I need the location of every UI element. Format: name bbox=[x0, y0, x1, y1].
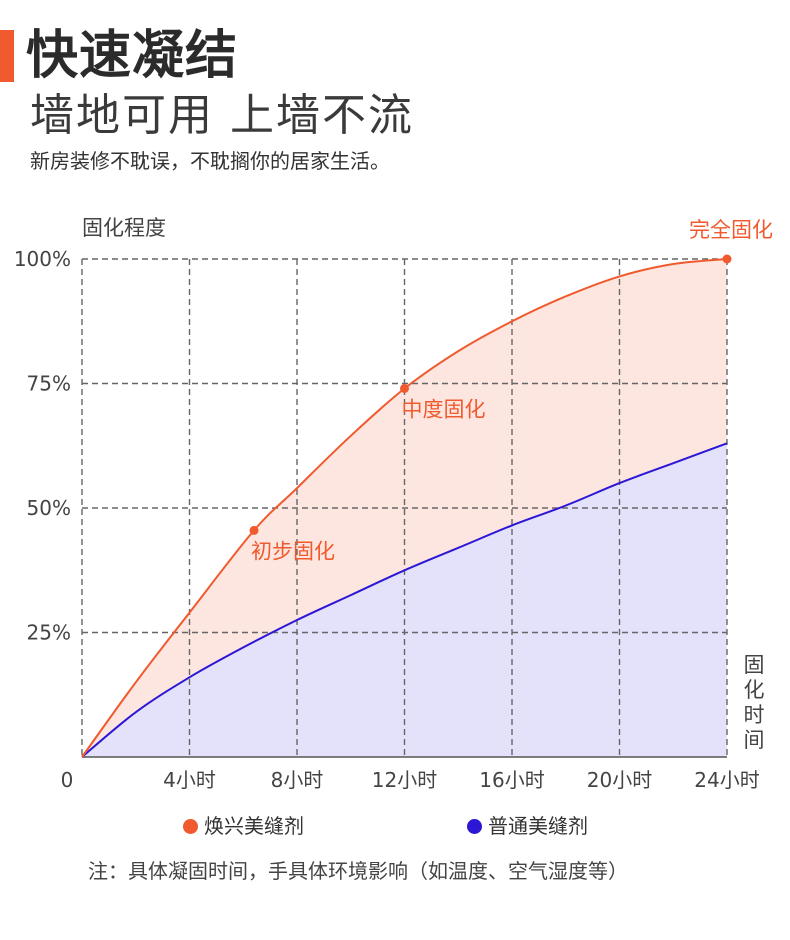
annotation-point-0 bbox=[249, 525, 259, 535]
x-tick-label-2: 12小时 bbox=[372, 768, 437, 792]
legend-item-fast: 焕兴美缝剂 bbox=[183, 811, 304, 841]
x-tick-label-5: 24小时 bbox=[694, 768, 759, 792]
page-title: 快速凝结 bbox=[26, 26, 239, 86]
page-subtitle: 墙地可用 上墙不流 bbox=[30, 90, 414, 141]
annotation-point-2 bbox=[722, 254, 732, 264]
legend-dot-fast bbox=[183, 818, 198, 834]
y-tick-label-1: 50% bbox=[27, 496, 71, 520]
page-tagline: 新房装修不耽误，不耽搁你的居家生活。 bbox=[30, 149, 390, 173]
legend-label-fast: 焕兴美缝剂 bbox=[204, 814, 304, 838]
footer-note: 注：具体凝固时间，手具体环境影响（如温度、空气湿度等） bbox=[88, 859, 628, 883]
origin-label: 0 bbox=[61, 768, 74, 792]
annotation-point-1 bbox=[400, 383, 409, 393]
series-line-fast bbox=[81, 258, 728, 758]
annotation-label-2: 完全固化 bbox=[689, 218, 773, 242]
y-axis-label: 固化程度 bbox=[82, 216, 166, 240]
annotation-label-1: 中度固化 bbox=[402, 397, 486, 421]
legend-label-normal: 普通美缝剂 bbox=[488, 814, 588, 838]
x-tick-label-0: 4小时 bbox=[163, 768, 216, 792]
legend-item-normal: 普通美缝剂 bbox=[467, 811, 588, 841]
x-tick-label-3: 16小时 bbox=[479, 768, 544, 792]
x-tick-label-4: 20小时 bbox=[587, 768, 652, 792]
y-tick-label-3: 100% bbox=[14, 247, 71, 271]
series-line-normal bbox=[81, 442, 728, 758]
annotation-label-0: 初步固化 bbox=[251, 539, 335, 563]
legend-dot-normal bbox=[467, 818, 482, 834]
x-axis-label: 固化时间 bbox=[744, 653, 765, 752]
x-tick-label-1: 8小时 bbox=[271, 768, 324, 792]
title-accent-bar bbox=[0, 30, 14, 82]
y-tick-label-0: 25% bbox=[27, 621, 71, 645]
y-tick-label-2: 75% bbox=[27, 372, 71, 396]
